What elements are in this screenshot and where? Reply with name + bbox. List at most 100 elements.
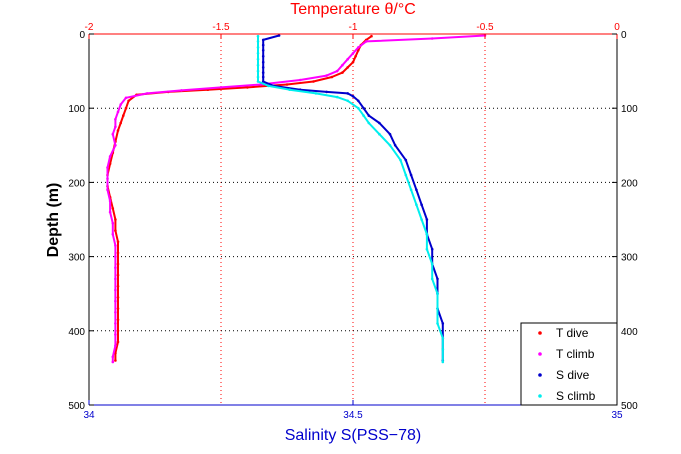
data-point-s-dive <box>351 95 355 98</box>
data-point-t-dive <box>330 75 334 79</box>
data-point-s-climb <box>441 360 445 364</box>
data-point-t-dive <box>116 285 120 288</box>
data-point-t-climb <box>114 118 117 121</box>
y-axis-tick-label-left: 500 <box>68 401 85 412</box>
y-axis-tick-label-left: 200 <box>68 178 85 189</box>
data-point-t-climb <box>219 86 223 89</box>
data-point-s-climb <box>404 173 408 177</box>
data-point-s-dive <box>346 92 350 95</box>
legend-marker <box>538 352 542 356</box>
data-point-t-dive <box>116 307 120 310</box>
data-point-s-climb <box>256 69 260 73</box>
data-point-t-climb <box>106 188 109 192</box>
data-point-t-climb <box>145 92 149 95</box>
data-point-t-dive <box>346 66 350 69</box>
data-point-s-climb <box>267 84 270 88</box>
bottom-axis-tick-label: 34.5 <box>343 410 363 421</box>
data-point-s-dive <box>261 49 265 52</box>
legend-label: S dive <box>556 368 590 382</box>
y-axis-tick-label-right: 100 <box>621 104 638 115</box>
data-point-t-dive <box>246 86 249 89</box>
data-point-s-climb <box>256 46 260 49</box>
data-point-s-dive <box>409 173 413 177</box>
data-point-t-climb <box>114 144 117 147</box>
data-point-s-dive <box>261 80 265 83</box>
data-point-s-dive <box>261 38 265 42</box>
data-point-t-climb <box>430 37 434 40</box>
data-point-t-climb <box>114 311 117 314</box>
data-point-t-dive <box>354 55 357 58</box>
data-point-t-climb <box>114 288 117 292</box>
data-point-t-dive <box>370 34 373 38</box>
legend-label: T dive <box>556 326 589 340</box>
data-point-s-dive <box>261 71 265 74</box>
grid <box>89 34 617 405</box>
data-point-s-dive <box>425 218 429 221</box>
data-point-t-dive <box>116 262 120 266</box>
data-point-t-climb <box>114 322 117 325</box>
data-point-t-climb <box>364 40 368 43</box>
data-point-s-climb <box>425 233 429 236</box>
y-axis-tick-label-right: 500 <box>621 401 638 412</box>
legend-label: T climb <box>556 347 595 361</box>
data-point-t-climb <box>298 78 302 82</box>
data-point-s-dive <box>261 66 265 69</box>
data-point-t-dive <box>111 207 115 210</box>
data-point-s-dive <box>261 60 265 64</box>
data-point-s-dive <box>415 188 418 192</box>
data-point-s-climb <box>256 63 260 67</box>
bottom-axis-title: Salinity S(PSS−78) <box>285 427 422 444</box>
data-point-s-climb <box>256 40 260 43</box>
data-point-t-dive <box>116 251 120 255</box>
data-point-s-climb <box>430 277 434 281</box>
data-point-s-climb <box>335 95 339 99</box>
top-axis-title: Temperature θ/°C <box>290 1 416 18</box>
data-point-s-climb <box>436 322 439 325</box>
data-point-s-climb <box>436 292 439 296</box>
data-point-t-dive <box>119 121 122 125</box>
data-point-t-climb <box>357 46 360 49</box>
series-line-s-climb <box>257 36 444 362</box>
data-point-t-climb <box>325 74 328 77</box>
data-point-s-climb <box>420 218 423 221</box>
data-point-t-dive <box>285 83 289 86</box>
data-point-s-climb <box>378 132 381 136</box>
data-point-s-climb <box>441 348 445 351</box>
legend: T dive T climb S dive S climb <box>520 322 618 406</box>
data-point-s-climb <box>367 121 371 125</box>
y-axis-tick-label-right: 0 <box>621 30 627 41</box>
data-point-s-climb <box>314 92 318 95</box>
data-point-t-climb <box>124 96 128 100</box>
top-axis-tick-label: 0 <box>614 22 620 33</box>
data-point-t-dive <box>114 218 117 221</box>
top-axis-tick-label: -1 <box>349 22 358 33</box>
data-point-s-dive <box>261 55 265 58</box>
legend-marker <box>538 331 542 335</box>
data-point-t-dive <box>114 229 117 232</box>
data-point-s-dive <box>261 43 265 47</box>
bottom-axis-tick-label: 35 <box>611 410 623 421</box>
data-point-t-climb <box>111 360 115 364</box>
legend-label: S climb <box>556 389 596 403</box>
y-axis-tick-label-left: 300 <box>68 253 85 264</box>
data-layer <box>106 34 487 364</box>
data-point-s-dive <box>362 106 365 110</box>
y-axis-tick-label-right: 300 <box>621 253 638 264</box>
data-point-t-dive <box>116 340 120 344</box>
legend-marker <box>538 394 542 398</box>
data-point-t-climb <box>106 166 109 169</box>
data-point-t-dive <box>114 359 117 362</box>
data-point-s-climb <box>256 52 260 55</box>
data-point-s-dive <box>261 75 265 79</box>
data-point-t-climb <box>346 57 350 61</box>
data-point-t-climb <box>108 155 112 158</box>
data-point-s-climb <box>430 262 434 266</box>
data-point-s-dive <box>441 322 445 325</box>
y-axis-tick-label-right: 200 <box>621 178 638 189</box>
data-point-t-dive <box>124 106 128 110</box>
data-point-t-dive <box>127 99 130 103</box>
data-point-s-climb <box>256 34 260 38</box>
data-point-t-climb <box>111 355 115 359</box>
data-point-s-dive <box>378 121 381 125</box>
